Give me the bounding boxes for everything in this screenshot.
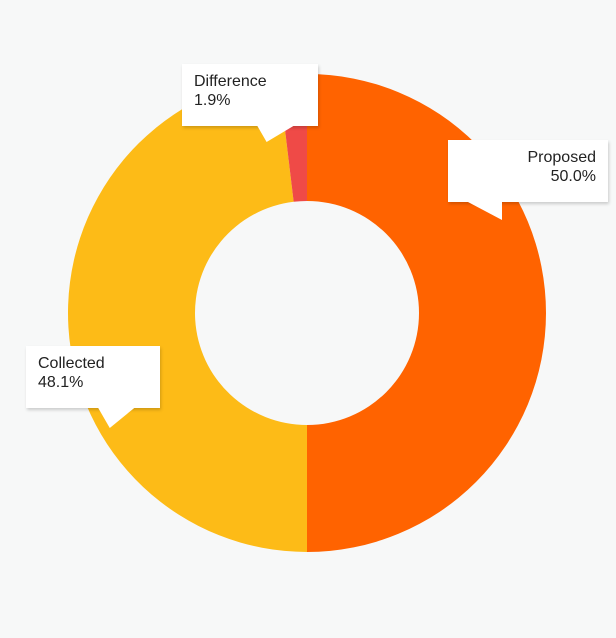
slice-label-difference: Difference <box>194 73 267 90</box>
label-callout-proposed: Proposed 50.0% <box>448 140 608 220</box>
callout-tail <box>468 202 502 220</box>
slice-value-collected: 48.1% <box>38 374 84 391</box>
slice-value-proposed: 50.0% <box>550 168 596 185</box>
slice-label-collected: Collected <box>38 355 105 372</box>
slice-collected <box>67 75 307 553</box>
label-callout-difference: Difference 1.9% <box>182 64 318 142</box>
slice-value-difference: 1.9% <box>194 92 231 109</box>
slice-label-proposed: Proposed <box>527 149 597 166</box>
label-callout-collected: Collected 48.1% <box>26 346 160 428</box>
